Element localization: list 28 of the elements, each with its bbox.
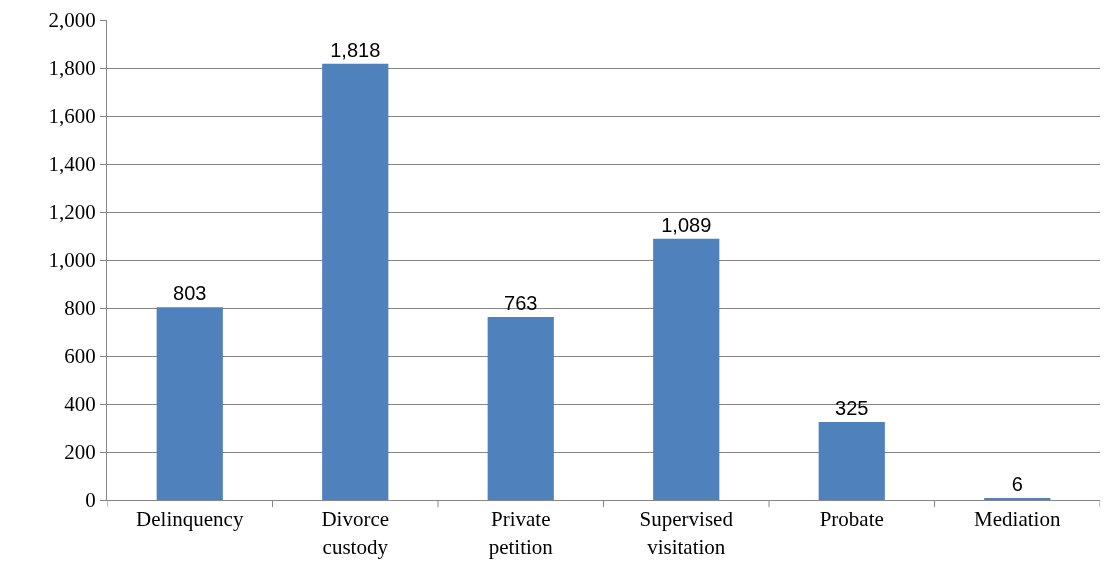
x-tick-label: Supervised visitation (639, 507, 734, 559)
bar (818, 422, 885, 500)
data-label: 6 (1011, 473, 1023, 495)
data-label: 1,818 (330, 38, 381, 61)
x-tick-label: Mediation (974, 507, 1061, 532)
y-tick-label: 400 (64, 392, 96, 417)
y-tick-label: 1,800 (48, 56, 96, 81)
y-tick-label: 200 (64, 440, 96, 465)
bar (322, 63, 389, 500)
x-tick-label: Divorce custody (321, 507, 390, 559)
y-tick-label: 1,200 (48, 200, 96, 225)
x-tick-label: Private petition (488, 507, 554, 559)
data-label: 803 (173, 282, 207, 305)
y-tick-label: 800 (64, 296, 96, 321)
bar (156, 307, 223, 500)
y-tick-label: 600 (64, 344, 96, 369)
x-tick-label: Probate (819, 507, 884, 532)
y-tick-label: 2,000 (48, 8, 96, 33)
y-tick-label: 1,000 (48, 248, 96, 273)
data-label: 325 (835, 397, 869, 419)
data-label: 763 (504, 291, 538, 314)
y-tick-label: 1,600 (48, 104, 96, 129)
y-tick-label: 0 (85, 488, 96, 513)
x-tick-label: Delinquency (136, 507, 244, 532)
bar (653, 238, 720, 500)
bar (487, 316, 554, 500)
y-tick-label: 1,400 (48, 152, 96, 177)
data-label: 1,089 (661, 213, 712, 236)
